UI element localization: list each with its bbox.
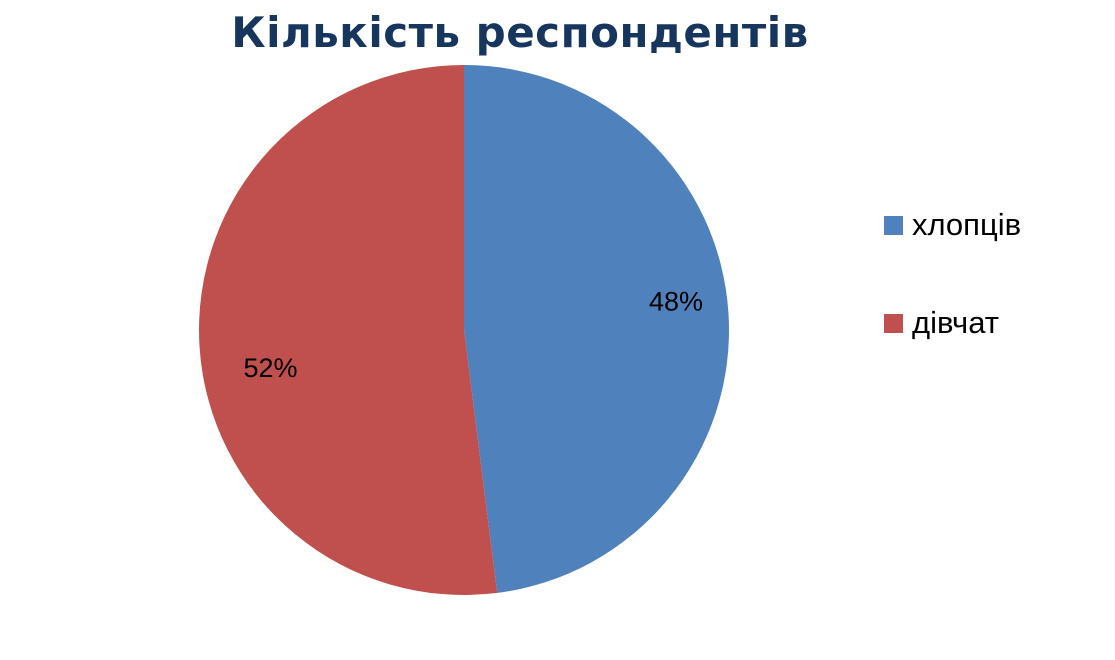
legend-label-0: хлопців xyxy=(912,207,1022,242)
chart-title: Кількість респондентів xyxy=(231,8,809,57)
data-label-0: 48% xyxy=(649,287,703,317)
legend-label-1: дівчат xyxy=(912,305,999,340)
data-label-1: 52% xyxy=(244,353,298,383)
legend-item-0: хлопців xyxy=(884,205,1021,245)
legend: хлопців дівчат xyxy=(884,205,1021,401)
legend-swatch-0 xyxy=(884,215,903,235)
pie-slice-0 xyxy=(464,65,730,593)
legend-swatch-1 xyxy=(884,313,903,333)
legend-item-1: дівчат xyxy=(884,303,1021,343)
pie-slice-1 xyxy=(199,65,498,595)
